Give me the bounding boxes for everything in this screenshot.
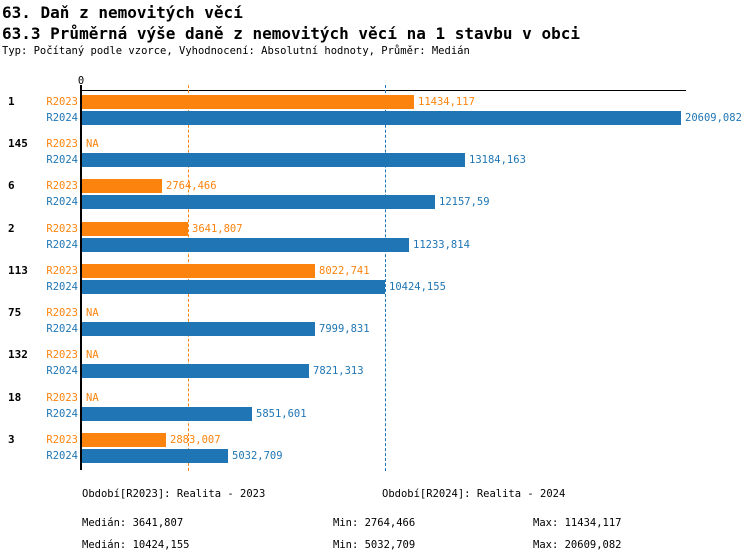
na-label: NA xyxy=(86,392,99,404)
value-label: 2883,007 xyxy=(170,434,221,446)
category-label: 18 xyxy=(8,391,22,404)
value-label: 10424,155 xyxy=(389,281,446,293)
series-label-r2024: R2024 xyxy=(46,239,78,251)
stat-median-r2024: Medián: 10424,155 xyxy=(82,539,190,551)
value-label: 5032,709 xyxy=(232,450,283,462)
series-label-r2024: R2024 xyxy=(46,281,78,293)
value-label: 3641,807 xyxy=(192,223,243,235)
legend-item-r2024: Období[R2024]: Realita - 2024 xyxy=(382,488,566,500)
value-label: 11434,117 xyxy=(418,96,475,108)
chart-subtitle: Typ: Počítaný podle vzorce, Vyhodnocení:… xyxy=(2,45,470,57)
bar-r2023 xyxy=(82,222,188,236)
series-label-r2024: R2024 xyxy=(46,450,78,462)
value-label: 2764,466 xyxy=(166,180,217,192)
series-label-r2024: R2024 xyxy=(46,154,78,166)
na-label: NA xyxy=(86,349,99,361)
axis-zero-label: 0 xyxy=(77,75,85,87)
bar-r2023 xyxy=(82,95,414,109)
series-label-r2023: R2023 xyxy=(46,307,78,319)
bar-r2024 xyxy=(82,195,435,209)
value-label: 13184,163 xyxy=(469,154,526,166)
category-label: 6 xyxy=(8,179,15,192)
bar-r2024 xyxy=(82,449,228,463)
category-label: 75 xyxy=(8,306,22,319)
series-label-r2023: R2023 xyxy=(46,138,78,150)
category-label: 113 xyxy=(8,264,28,277)
median-gridline-r2024 xyxy=(385,85,386,471)
series-label-r2023: R2023 xyxy=(46,180,78,192)
na-label: NA xyxy=(86,307,99,319)
bar-r2024 xyxy=(82,280,385,294)
series-label-r2024: R2024 xyxy=(46,365,78,377)
value-label: 12157,59 xyxy=(439,196,490,208)
bar-r2023 xyxy=(82,264,315,278)
bar-r2024 xyxy=(82,364,309,378)
bar-r2024 xyxy=(82,111,681,125)
stat-median-r2023: Medián: 3641,807 xyxy=(82,517,184,529)
bar-r2023 xyxy=(82,179,162,193)
chart-title-line2: 63.3 Průměrná výše daně z nemovitých věc… xyxy=(2,24,580,43)
plot-area: 1 R2023 11434,117 R2024 20609,082 145 R2023 NA R… xyxy=(8,85,742,471)
category-label: 3 xyxy=(8,433,15,446)
series-label-r2024: R2024 xyxy=(46,323,78,335)
stat-min-r2024: Min: 5032,709 xyxy=(333,539,416,551)
series-label-r2023: R2023 xyxy=(46,434,78,446)
chart-title-line1: 63. Daň z nemovitých věcí xyxy=(2,3,243,22)
bar-r2024 xyxy=(82,153,465,167)
value-label: 20609,082 xyxy=(685,112,742,124)
series-label-r2023: R2023 xyxy=(46,392,78,404)
series-label-r2023: R2023 xyxy=(46,349,78,361)
bar-r2024 xyxy=(82,322,315,336)
series-label-r2023: R2023 xyxy=(46,96,78,108)
bar-r2024 xyxy=(82,238,409,252)
y-axis-line xyxy=(80,85,82,470)
series-label-r2024: R2024 xyxy=(46,196,78,208)
value-label: 5851,601 xyxy=(256,408,307,420)
value-label: 7821,313 xyxy=(313,365,364,377)
na-label: NA xyxy=(86,138,99,150)
value-label: 8022,741 xyxy=(319,265,370,277)
category-label: 145 xyxy=(8,137,28,150)
series-label-r2023: R2023 xyxy=(46,223,78,235)
bar-r2024 xyxy=(82,407,252,421)
stat-max-r2024: Max: 20609,082 xyxy=(533,539,622,551)
series-label-r2024: R2024 xyxy=(46,408,78,420)
stat-max-r2023: Max: 11434,117 xyxy=(533,517,622,529)
bar-r2023 xyxy=(82,433,166,447)
category-label: 132 xyxy=(8,348,28,361)
legend-item-r2023: Období[R2023]: Realita - 2023 xyxy=(82,488,266,500)
stat-min-r2023: Min: 2764,466 xyxy=(333,517,416,529)
series-label-r2024: R2024 xyxy=(46,112,78,124)
series-label-r2023: R2023 xyxy=(46,265,78,277)
value-label: 11233,814 xyxy=(413,239,470,251)
value-label: 7999,831 xyxy=(319,323,370,335)
category-label: 2 xyxy=(8,222,15,235)
median-gridline-r2023 xyxy=(188,85,189,471)
category-label: 1 xyxy=(8,95,15,108)
